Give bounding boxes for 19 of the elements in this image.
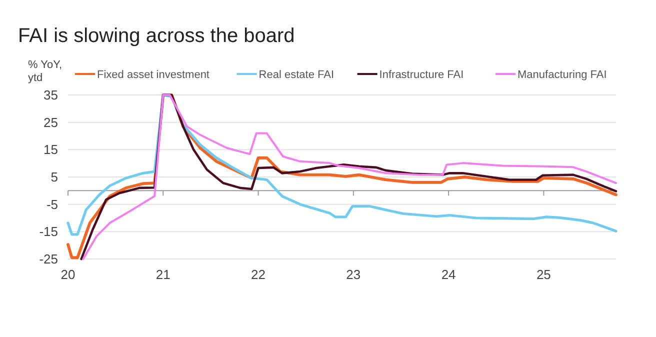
x-tick-label: 20 — [60, 267, 76, 282]
y-tick-label: -15 — [39, 224, 58, 240]
x-tick-label: 22 — [251, 267, 266, 282]
y-tick-label: 15 — [44, 142, 58, 158]
y-tick-label: 35 — [44, 88, 58, 103]
y-tick-label: 5 — [50, 170, 58, 185]
legend-label: Fixed asset investment — [97, 69, 210, 81]
y-tick-label: -25 — [39, 252, 58, 267]
legend-label: Manufacturing FAI — [518, 69, 607, 81]
legend-label: Infrastructure FAI — [379, 69, 464, 81]
x-tick-label: 23 — [346, 267, 361, 282]
y-tick-label: 25 — [44, 114, 58, 130]
legend-label: Real estate FAI — [258, 69, 334, 81]
chart-title: FAI is slowing across the board — [18, 25, 295, 47]
y-tick-label: -5 — [46, 196, 58, 212]
x-tick-label: 24 — [441, 267, 456, 282]
y-axis-title: % YoY, ytd — [28, 59, 62, 84]
x-tick-label: 21 — [156, 267, 170, 282]
x-tick-label: 25 — [536, 267, 551, 282]
